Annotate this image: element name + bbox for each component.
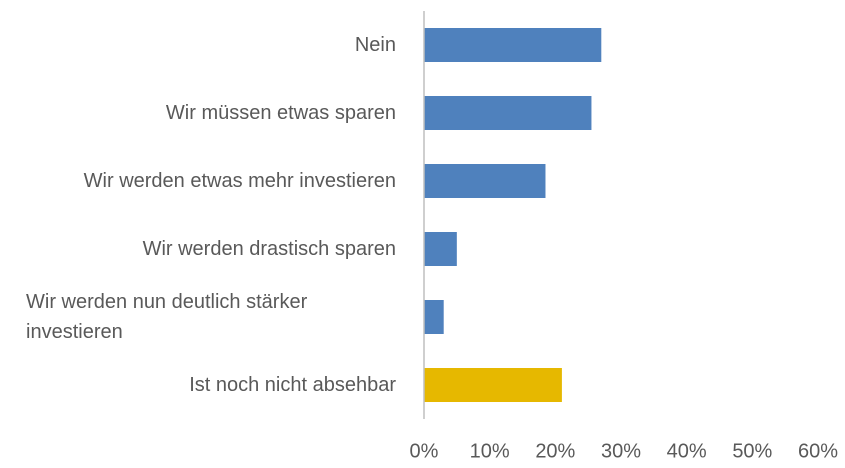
y-tick-label: Wir werden drastisch sparen (4, 214, 396, 284)
y-tick-label: Wir werden etwas mehr investieren (4, 146, 396, 216)
x-tick-label: 0% (410, 440, 439, 462)
category-text: Wir werden drastisch sparen (142, 238, 396, 260)
x-tick-label: 40% (667, 440, 707, 462)
y-tick-label: Wir werden nun deutlich stärker investie… (4, 282, 396, 352)
x-tick-label: 50% (732, 440, 772, 462)
category-text: Wir werden nun deutlich stärker investie… (26, 291, 308, 343)
x-tick-label: 20% (535, 440, 575, 462)
bar (424, 164, 546, 198)
bar (424, 28, 602, 62)
bar (424, 232, 457, 266)
bar (424, 368, 562, 402)
category-text: Wir müssen etwas sparen (165, 102, 396, 124)
y-tick-label: Nein (4, 10, 396, 80)
bar (424, 96, 592, 130)
y-tick-label: Ist noch nicht absehbar (4, 350, 396, 420)
x-tick-label: 10% (470, 440, 510, 462)
y-tick-label: Wir müssen etwas sparen (4, 78, 396, 148)
category-text: Nein (354, 34, 396, 56)
bar (424, 300, 444, 334)
category-text: Wir werden etwas mehr investieren (83, 170, 396, 192)
x-tick-label: 60% (798, 440, 838, 462)
x-tick-label: 30% (601, 440, 641, 462)
category-text: Ist noch nicht absehbar (189, 374, 396, 396)
